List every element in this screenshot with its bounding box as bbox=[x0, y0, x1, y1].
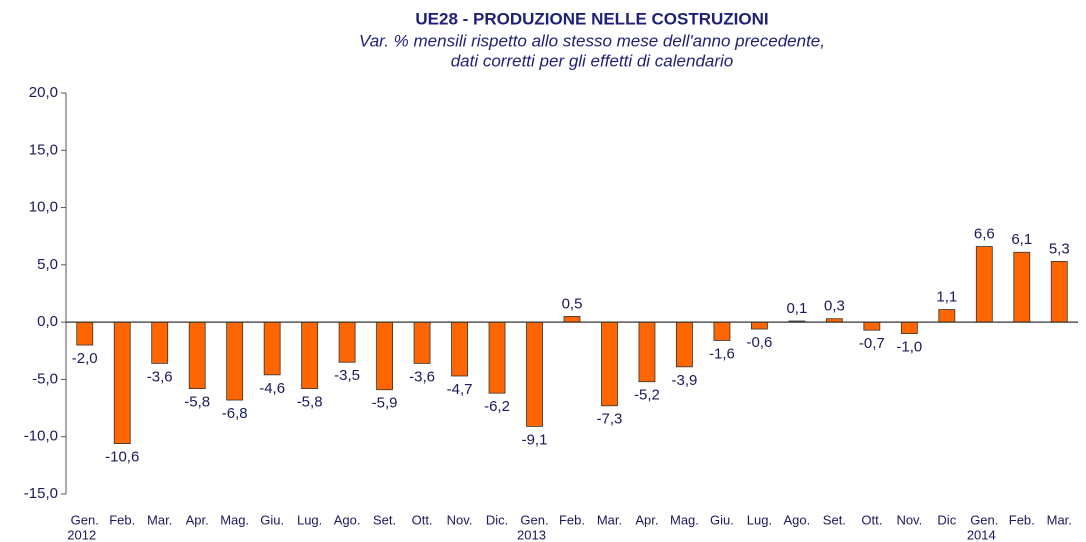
value-label: -1,0 bbox=[896, 339, 922, 356]
value-label: 1,1 bbox=[936, 289, 957, 306]
x-group-label: 2014 bbox=[967, 527, 996, 542]
bar bbox=[975, 246, 993, 323]
value-label: -3,5 bbox=[334, 367, 360, 384]
value-label: -6,8 bbox=[222, 405, 248, 422]
y-tick-label: 5,0 bbox=[37, 256, 58, 273]
x-tick-label: Gen. bbox=[71, 512, 99, 527]
x-tick-label: Dic bbox=[937, 512, 956, 527]
y-tick-label: 0,0 bbox=[37, 313, 58, 330]
bar bbox=[863, 321, 881, 331]
x-tick-label: Ago. bbox=[334, 512, 361, 527]
value-label: -7,3 bbox=[597, 411, 623, 428]
x-tick-label: Apr. bbox=[186, 512, 209, 527]
bar bbox=[226, 321, 244, 401]
bar bbox=[76, 321, 94, 346]
y-tick-label: 15,0 bbox=[29, 141, 58, 158]
x-tick-label: Mag. bbox=[220, 512, 249, 527]
value-label: -10,6 bbox=[105, 449, 139, 466]
bar bbox=[938, 309, 956, 323]
x-tick-label: Ott. bbox=[861, 512, 882, 527]
chart-subtitle: Var. % mensili rispetto allo stesso mese… bbox=[359, 31, 825, 50]
y-tick-label: 10,0 bbox=[29, 199, 58, 216]
x-tick-label: Dic. bbox=[486, 512, 508, 527]
x-tick-label: Nov. bbox=[447, 512, 473, 527]
value-label: -4,7 bbox=[447, 381, 473, 398]
x-tick-label: Feb. bbox=[1009, 512, 1035, 527]
bar bbox=[601, 321, 618, 407]
value-label: -3,6 bbox=[147, 368, 173, 385]
value-label: -9,1 bbox=[522, 431, 548, 448]
value-label: -6,2 bbox=[484, 398, 510, 415]
y-tick-label: -10,0 bbox=[24, 428, 58, 445]
value-label: 6,1 bbox=[1011, 231, 1032, 248]
bar bbox=[638, 321, 656, 383]
value-label: 0,1 bbox=[786, 300, 807, 317]
value-label: -3,6 bbox=[409, 368, 435, 385]
y-tick-label: -15,0 bbox=[24, 485, 58, 502]
x-group-label: 2013 bbox=[517, 527, 546, 542]
bar bbox=[113, 321, 131, 444]
value-label: 5,3 bbox=[1049, 240, 1070, 257]
x-tick-label: Ago. bbox=[784, 512, 811, 527]
bar bbox=[338, 321, 356, 363]
chart-title: UE28 - PRODUZIONE NELLE COSTRUZIONI bbox=[415, 9, 768, 28]
x-tick-label: Lug. bbox=[747, 512, 772, 527]
value-label: 6,6 bbox=[974, 225, 995, 242]
x-tick-label: Gen. bbox=[970, 512, 998, 527]
y-tick-label: -5,0 bbox=[32, 370, 58, 387]
value-label: 0,3 bbox=[824, 298, 845, 315]
value-label: -5,8 bbox=[297, 394, 323, 411]
bar bbox=[488, 321, 506, 394]
chart-subtitle: dati corretti per gli effetti di calenda… bbox=[451, 51, 734, 70]
y-tick-label: 20,0 bbox=[29, 84, 58, 101]
value-label: -3,9 bbox=[672, 372, 698, 389]
value-label: -5,8 bbox=[184, 394, 210, 411]
bar bbox=[713, 321, 731, 341]
x-tick-label: Mar. bbox=[597, 512, 622, 527]
value-label: -0,6 bbox=[746, 334, 772, 351]
bar bbox=[151, 321, 169, 364]
x-tick-label: Gen. bbox=[520, 512, 548, 527]
x-tick-label: Mar. bbox=[147, 512, 172, 527]
bar bbox=[900, 321, 918, 334]
bar bbox=[751, 321, 768, 330]
x-tick-label: Ott. bbox=[412, 512, 433, 527]
bar bbox=[413, 321, 431, 364]
x-tick-label: Giu. bbox=[710, 512, 734, 527]
x-tick-label: Mag. bbox=[670, 512, 699, 527]
x-tick-label: Apr. bbox=[635, 512, 658, 527]
value-label: -2,0 bbox=[72, 350, 98, 367]
value-label: -1,6 bbox=[709, 345, 735, 362]
value-label: -5,9 bbox=[372, 395, 398, 412]
bar bbox=[1013, 251, 1031, 323]
value-label: 0,5 bbox=[562, 295, 583, 312]
x-tick-label: Set. bbox=[373, 512, 396, 527]
bar bbox=[376, 321, 393, 391]
bar bbox=[563, 316, 581, 323]
x-tick-label: Nov. bbox=[896, 512, 922, 527]
x-tick-label: Feb. bbox=[109, 512, 135, 527]
x-tick-label: Mar. bbox=[1047, 512, 1072, 527]
value-label: -4,6 bbox=[259, 380, 285, 397]
bar bbox=[263, 321, 281, 376]
bar bbox=[451, 321, 468, 377]
bar bbox=[1050, 261, 1068, 323]
bar bbox=[526, 321, 543, 427]
x-tick-label: Set. bbox=[823, 512, 846, 527]
bar bbox=[301, 321, 319, 389]
value-label: -0,7 bbox=[859, 335, 885, 352]
x-group-label: 2012 bbox=[67, 527, 96, 542]
bar bbox=[676, 321, 693, 368]
value-label: -5,2 bbox=[634, 387, 660, 404]
x-tick-label: Giu. bbox=[260, 512, 284, 527]
x-tick-label: Feb. bbox=[559, 512, 585, 527]
bar bbox=[188, 321, 206, 389]
x-tick-label: Lug. bbox=[297, 512, 322, 527]
